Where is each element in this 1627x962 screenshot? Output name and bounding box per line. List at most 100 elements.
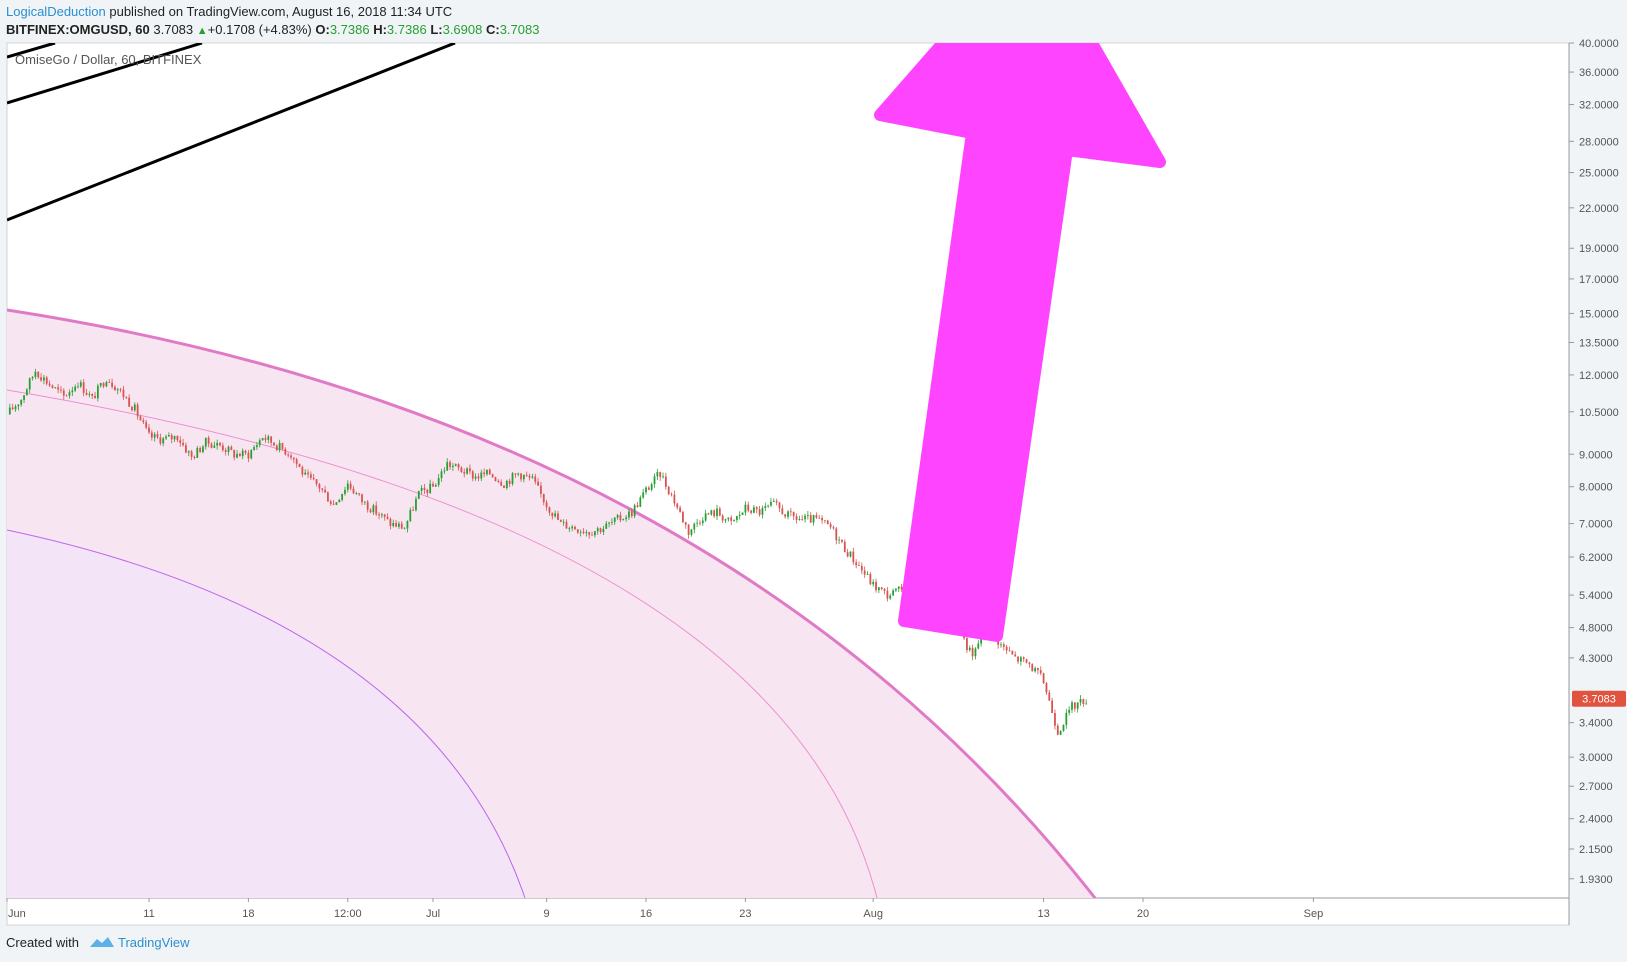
candle-body xyxy=(366,501,369,510)
candle-body xyxy=(423,487,426,490)
candle-body xyxy=(346,483,349,490)
candle-body xyxy=(886,590,889,599)
price-tick-label: 10.5000 xyxy=(1579,407,1619,419)
candle-body xyxy=(469,468,471,472)
candle-body xyxy=(636,505,639,507)
candle-body xyxy=(841,539,843,542)
candle-body xyxy=(968,647,971,651)
price-tick-label: 5.4000 xyxy=(1579,590,1613,602)
last-price: 3.7083 xyxy=(153,22,194,37)
candle-body xyxy=(290,455,292,458)
candle-body xyxy=(821,518,823,521)
candle-body xyxy=(37,371,40,378)
price-tick-label: 12.0000 xyxy=(1579,370,1619,382)
candle-body xyxy=(963,635,965,639)
price-tick-label: 7.0000 xyxy=(1579,519,1613,531)
candle-body xyxy=(349,483,352,489)
close-value: 3.7083 xyxy=(499,22,540,37)
candle-body xyxy=(806,515,809,516)
candle-body xyxy=(278,442,281,451)
candle-body xyxy=(869,574,872,585)
candle-body xyxy=(62,390,65,396)
up-arrow-drawing[interactable] xyxy=(874,43,1166,642)
price-scale[interactable]: 40.0000 36.0000 32.0000 28.0000 25.0000 22.00… xyxy=(1569,38,1619,886)
candle-body xyxy=(122,389,125,398)
time-scale[interactable]: Jun 11 18 12:00 Jul 9 16 23 Aug 13 20 Sep xyxy=(6,898,1324,920)
candle-body xyxy=(721,515,724,521)
candle-body xyxy=(1031,664,1034,672)
candle-body xyxy=(45,377,48,384)
price-tick-label: 4.3000 xyxy=(1579,653,1613,665)
candles-group xyxy=(8,368,1088,736)
candle-body xyxy=(261,438,264,441)
candle-body xyxy=(463,472,466,474)
candle-body xyxy=(829,524,832,528)
candle-body xyxy=(332,503,335,505)
candle-body xyxy=(1059,730,1062,735)
candle-body xyxy=(656,472,659,477)
candle-body xyxy=(51,385,54,388)
candle-body xyxy=(434,484,437,487)
candle-body xyxy=(684,522,687,525)
candle-body xyxy=(846,552,849,557)
candle-body xyxy=(977,643,980,649)
candle-body xyxy=(662,476,664,478)
price-tick-label: 17.0000 xyxy=(1579,274,1619,286)
candle-body xyxy=(804,515,806,520)
candle-body xyxy=(375,505,378,515)
candle-body xyxy=(230,446,233,451)
candle-body xyxy=(264,438,267,440)
candle-body xyxy=(545,502,548,508)
candle-body xyxy=(520,473,522,480)
inner-arc xyxy=(7,529,526,898)
candle-body xyxy=(477,476,480,479)
candle-body xyxy=(980,637,983,644)
tradingview-link[interactable]: TradingView xyxy=(118,935,190,950)
candle-body xyxy=(628,511,630,518)
candle-body xyxy=(761,507,764,515)
candle-body xyxy=(758,509,761,515)
time-tick-label: Aug xyxy=(863,908,883,920)
candle-body xyxy=(309,474,312,478)
candle-body xyxy=(858,565,860,566)
candle-body xyxy=(588,532,591,535)
candle-body xyxy=(167,435,170,437)
candle-body xyxy=(716,508,718,517)
candle-body xyxy=(1022,657,1025,660)
candle-body xyxy=(843,541,846,553)
candle-body xyxy=(897,586,900,589)
published-text: published on TradingView.com, August 16,… xyxy=(109,4,453,19)
candle-body xyxy=(91,394,94,396)
candle-body xyxy=(574,526,576,530)
candle-body xyxy=(119,389,122,391)
candle-body xyxy=(1056,725,1059,735)
candle-body xyxy=(491,474,494,478)
candle-body xyxy=(386,516,389,519)
open-value: 3.7386 xyxy=(329,22,370,37)
candle-body xyxy=(514,473,517,475)
candle-body xyxy=(613,517,616,522)
candle-body xyxy=(676,503,679,508)
candle-body xyxy=(1082,699,1085,704)
candle-body xyxy=(165,436,167,439)
candle-body xyxy=(207,437,210,444)
candle-body xyxy=(361,494,363,503)
candle-body xyxy=(170,435,173,440)
candle-body xyxy=(114,386,116,391)
candle-body xyxy=(307,472,309,475)
publisher-link[interactable]: LogicalDeduction xyxy=(6,4,106,19)
time-tick-label: Sep xyxy=(1304,908,1324,920)
price-change: +0.1708 (+4.83%) xyxy=(207,22,312,37)
candle-body xyxy=(60,389,62,391)
candle-body xyxy=(738,514,741,517)
plot-area xyxy=(7,43,1166,898)
candle-body xyxy=(48,383,51,386)
candle-body xyxy=(693,523,696,530)
candle-body xyxy=(324,489,326,493)
time-tick-label: 11 xyxy=(143,908,154,920)
candle-body xyxy=(412,509,415,511)
open-label: O: xyxy=(315,22,330,37)
price-tick-label: 1.9300 xyxy=(1579,874,1613,886)
candle-body xyxy=(275,445,278,451)
